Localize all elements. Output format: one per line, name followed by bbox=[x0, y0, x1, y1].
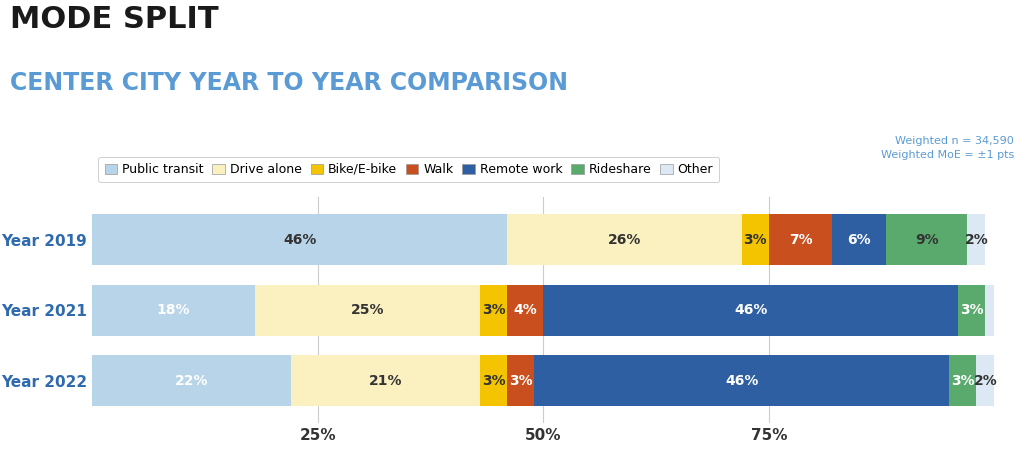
Text: 26%: 26% bbox=[608, 233, 641, 247]
Bar bbox=[291, 355, 480, 406]
Bar bbox=[985, 285, 994, 336]
Text: 21%: 21% bbox=[369, 374, 402, 388]
Text: 3%: 3% bbox=[951, 374, 975, 388]
Text: 4%: 4% bbox=[513, 303, 538, 317]
Text: 3%: 3% bbox=[509, 374, 532, 388]
Text: 9%: 9% bbox=[915, 233, 939, 247]
Bar bbox=[480, 285, 507, 336]
Bar bbox=[507, 285, 544, 336]
Bar bbox=[833, 214, 886, 265]
Bar bbox=[535, 355, 949, 406]
Bar bbox=[886, 214, 968, 265]
Text: MODE SPLIT: MODE SPLIT bbox=[10, 5, 219, 34]
Bar bbox=[977, 355, 994, 406]
Text: 46%: 46% bbox=[734, 303, 768, 317]
Text: 46%: 46% bbox=[283, 233, 316, 247]
Bar bbox=[480, 355, 507, 406]
Text: 46%: 46% bbox=[725, 374, 759, 388]
Text: 3%: 3% bbox=[743, 233, 767, 247]
Text: 6%: 6% bbox=[847, 233, 871, 247]
Bar bbox=[92, 214, 507, 265]
Text: CENTER CITY YEAR TO YEAR COMPARISON: CENTER CITY YEAR TO YEAR COMPARISON bbox=[10, 70, 568, 94]
Text: 18%: 18% bbox=[157, 303, 190, 317]
Bar bbox=[507, 214, 741, 265]
Text: 3%: 3% bbox=[482, 374, 506, 388]
Bar bbox=[255, 285, 480, 336]
Bar bbox=[769, 214, 833, 265]
Text: 7%: 7% bbox=[788, 233, 812, 247]
Bar bbox=[507, 355, 535, 406]
Bar bbox=[968, 214, 985, 265]
Text: 2%: 2% bbox=[965, 233, 988, 247]
Bar bbox=[92, 285, 255, 336]
Bar bbox=[92, 355, 291, 406]
Bar bbox=[949, 355, 977, 406]
Text: 2%: 2% bbox=[974, 374, 997, 388]
Text: 3%: 3% bbox=[961, 303, 984, 317]
Text: Weighted n = 34,590
Weighted MoE = ±1 pts: Weighted n = 34,590 Weighted MoE = ±1 pt… bbox=[881, 136, 1014, 160]
Text: 22%: 22% bbox=[175, 374, 208, 388]
Legend: Public transit, Drive alone, Bike/E-bike, Walk, Remote work, Rideshare, Other: Public transit, Drive alone, Bike/E-bike… bbox=[98, 157, 720, 182]
Bar bbox=[741, 214, 769, 265]
Text: 3%: 3% bbox=[482, 303, 506, 317]
Text: 25%: 25% bbox=[350, 303, 384, 317]
Bar bbox=[544, 285, 958, 336]
Bar bbox=[958, 285, 985, 336]
